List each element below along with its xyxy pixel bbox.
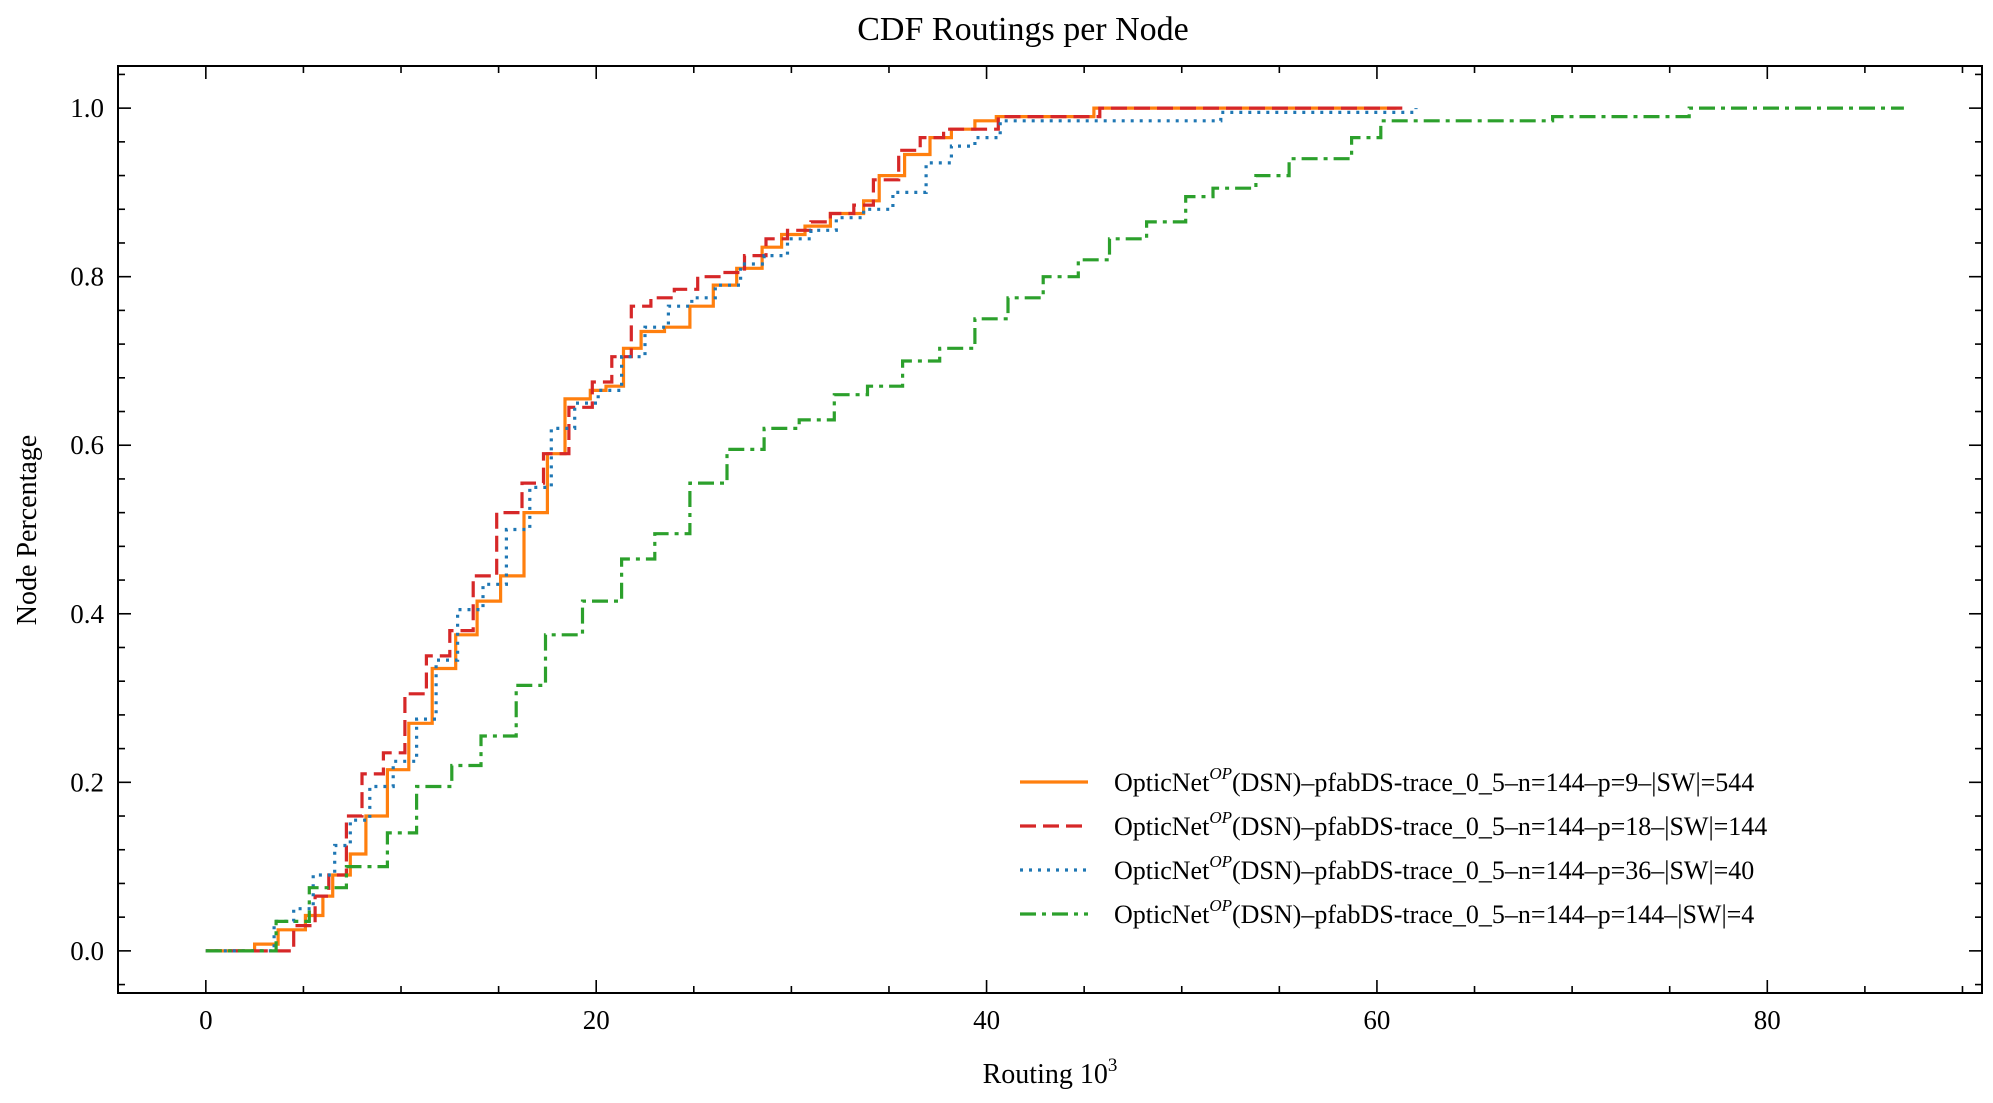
legend-name-rest: (DSN)–pfabDS-trace_0_5–n=144–p=144–|SW|=… <box>1232 900 1754 929</box>
y-axis-label: Node Percentage <box>12 435 43 625</box>
series-line-1 <box>205 106 1397 953</box>
legend-superscript: OP <box>1209 896 1232 915</box>
x-tick-label: 40 <box>973 1005 1000 1035</box>
x-tick-label: 0 <box>199 1005 213 1035</box>
legend-label-3: OpticNetOP(DSN)–pfabDS-trace_0_5–n=144–p… <box>1114 852 1754 885</box>
axis-ticks: 0 20 40 60 80 0.0 0.2 0.4 0.6 0.8 1.0 <box>70 66 1982 1035</box>
y-tick-label: 0.2 <box>70 767 104 797</box>
legend-name-rest: (DSN)–pfabDS-trace_0_5–n=144–p=18–|SW|=1… <box>1232 812 1767 841</box>
legend-name: OpticNet <box>1114 856 1210 885</box>
y-tick-label: 1.0 <box>70 93 104 123</box>
legend-label-4: OpticNetOP(DSN)–pfabDS-trace_0_5–n=144–p… <box>1114 896 1754 929</box>
y-tick-label: 0.8 <box>70 262 104 292</box>
legend-superscript: OP <box>1209 808 1232 827</box>
legend-superscript: OP <box>1209 852 1232 871</box>
legend-name-rest: (DSN)–pfabDS-trace_0_5–n=144–p=9–|SW|=54… <box>1232 768 1754 797</box>
legend-name: OpticNet <box>1114 812 1210 841</box>
legend: OpticNetOP(DSN)–pfabDS-trace_0_5–n=144–p… <box>1020 764 1767 929</box>
legend-name-rest: (DSN)–pfabDS-trace_0_5–n=144–p=36–|SW|=4… <box>1232 856 1754 885</box>
legend-superscript: OP <box>1209 764 1232 783</box>
chart-title: CDF Routings per Node <box>857 11 1189 48</box>
plot-frame <box>117 65 1983 994</box>
x-tick-label: 60 <box>1363 1005 1390 1035</box>
legend-label-1: OpticNetOP(DSN)–pfabDS-trace_0_5–n=144–p… <box>1114 764 1754 797</box>
series-line-2 <box>205 106 1403 953</box>
legend-name: OpticNet <box>1114 900 1210 929</box>
x-axis-label-exponent: 3 <box>1108 1055 1118 1076</box>
plot-area <box>205 106 1904 953</box>
series-line-3 <box>205 108 1418 953</box>
y-tick-label: 0.4 <box>70 599 104 629</box>
legend-label-2: OpticNetOP(DSN)–pfabDS-trace_0_5–n=144–p… <box>1114 808 1767 841</box>
legend-name: OpticNet <box>1114 768 1210 797</box>
y-tick-label: 0.6 <box>70 430 104 460</box>
series-line-4 <box>205 106 1904 953</box>
x-tick-label: 20 <box>583 1005 610 1035</box>
x-tick-label: 80 <box>1754 1005 1781 1035</box>
x-axis-label: Routing 103 <box>983 1055 1118 1090</box>
x-axis-label-text: Routing 10 <box>983 1059 1108 1090</box>
y-tick-label: 0.0 <box>70 936 104 966</box>
